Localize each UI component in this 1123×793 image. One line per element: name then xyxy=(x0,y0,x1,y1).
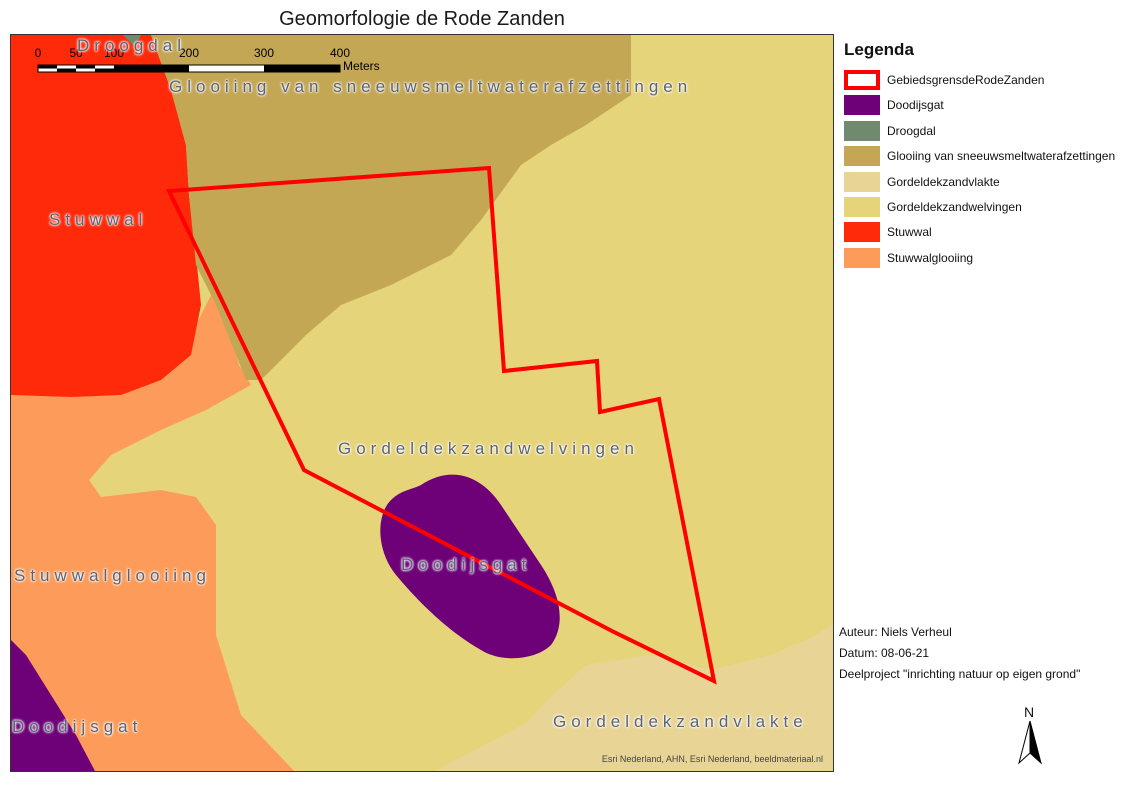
legend-item-gordeldekzandwelvingen: Gordeldekzandwelvingen xyxy=(844,197,1123,217)
scale-tick-50: 50 xyxy=(69,46,83,60)
legend-item-stuwwalglooiing: Stuwwalglooiing xyxy=(844,248,1123,268)
legend-swatch-gordeldekzandwelvingen xyxy=(844,197,880,217)
zone-glooiing xyxy=(151,35,631,380)
legend-label-glooiing: Glooiing van sneeuwsmeltwaterafzettingen xyxy=(887,149,1116,163)
map-title: Geomorfologie de Rode Zanden xyxy=(279,8,565,30)
scale-tick-400: 400 xyxy=(330,46,350,60)
legend-swatch-glooiing xyxy=(844,146,880,166)
legend-label-droogdal: Droogdal xyxy=(887,124,936,138)
north-label: N xyxy=(1024,704,1035,720)
scale-unit: Meters xyxy=(343,59,380,73)
zone-doodijsgat-left xyxy=(11,640,95,771)
legend-swatch-stuwwalglooiing xyxy=(844,248,880,268)
map-canvas: 0 50 100 200 300 400 Meters xyxy=(11,35,833,771)
legend-swatch-gebiedsgrens xyxy=(844,70,880,90)
date-text: Datum: 08-06-21 xyxy=(839,646,930,660)
legend-label-gordeldekzandwelvingen: Gordeldekzandwelvingen xyxy=(887,200,1022,214)
zone-stuwwal xyxy=(11,35,201,397)
legend-item-droogdal: Droogdal xyxy=(844,121,1123,141)
legend-title: Legenda xyxy=(844,40,914,59)
label-doodijsgat-left: Doodijsgat xyxy=(12,717,143,736)
map-credits: Esri Nederland, AHN, Esri Nederland, bee… xyxy=(601,754,823,764)
author-text: Auteur: Niels Verheul xyxy=(839,625,952,639)
label-droogdal: Droogdal xyxy=(77,36,186,55)
north-arrow-icon xyxy=(1018,720,1042,765)
legend-item-glooiing: Glooiing van sneeuwsmeltwaterafzettingen xyxy=(844,146,1123,166)
legend-swatch-doodijsgat xyxy=(844,95,880,115)
legend-swatch-stuwwal xyxy=(844,222,880,242)
label-gordeldekzandvlakte: Gordeldekzandvlakte xyxy=(553,712,808,731)
label-glooiing: Glooiing van sneeuwsmeltwaterafzettingen xyxy=(169,77,693,96)
map-frame[interactable]: 0 50 100 200 300 400 Meters Droogdal Glo… xyxy=(10,34,834,772)
legend-item-stuwwal: Stuwwal xyxy=(844,222,1123,242)
legend-swatch-droogdal xyxy=(844,121,880,141)
scale-tick-100: 100 xyxy=(104,46,124,60)
label-stuwwal: Stuwwal xyxy=(49,210,148,229)
legend-item-doodijsgat: Doodijsgat xyxy=(844,95,1123,115)
legend-label-doodijsgat: Doodijsgat xyxy=(887,98,944,112)
label-stuwwalglooiing: Stuwwalglooiing xyxy=(14,566,211,585)
scale-bar xyxy=(37,64,341,73)
scale-tick-0: 0 xyxy=(35,46,42,60)
legend: Legenda GebiedsgrensdeRodeZanden Doodijs… xyxy=(838,36,1123,276)
zone-stuwwalglooiing xyxy=(11,285,295,771)
legend-item-gordeldekzandvlakte: Gordeldekzandvlakte xyxy=(844,172,1123,192)
scale-tick-200: 200 xyxy=(179,46,199,60)
legend-label-gordeldekzandvlakte: Gordeldekzandvlakte xyxy=(887,175,1000,189)
scale-tick-300: 300 xyxy=(254,46,274,60)
project-text: Deelproject "inrichting natuur op eigen … xyxy=(839,667,1081,681)
legend-label-gebiedsgrens: GebiedsgrensdeRodeZanden xyxy=(887,73,1045,87)
zone-droogdal xyxy=(123,35,141,47)
map-info: Auteur: Niels Verheul Datum: 08-06-21 De… xyxy=(839,622,1080,685)
legend-swatch-gordeldekzandvlakte xyxy=(844,172,880,192)
label-gordeldekzandwelvingen: Gordeldekzandwelvingen xyxy=(338,439,639,458)
zone-doodijsgat-center xyxy=(380,474,560,659)
gebiedsgrens-boundary xyxy=(165,165,717,685)
legend-label-stuwwalglooiing: Stuwwalglooiing xyxy=(887,251,974,265)
zone-gordeldekzandvlakte xyxy=(434,624,833,771)
label-doodijsgat-center: Doodijsgat xyxy=(401,555,532,574)
legend-item-gebiedsgrens: GebiedsgrensdeRodeZanden xyxy=(844,70,1123,90)
legend-label-stuwwal: Stuwwal xyxy=(887,225,932,239)
